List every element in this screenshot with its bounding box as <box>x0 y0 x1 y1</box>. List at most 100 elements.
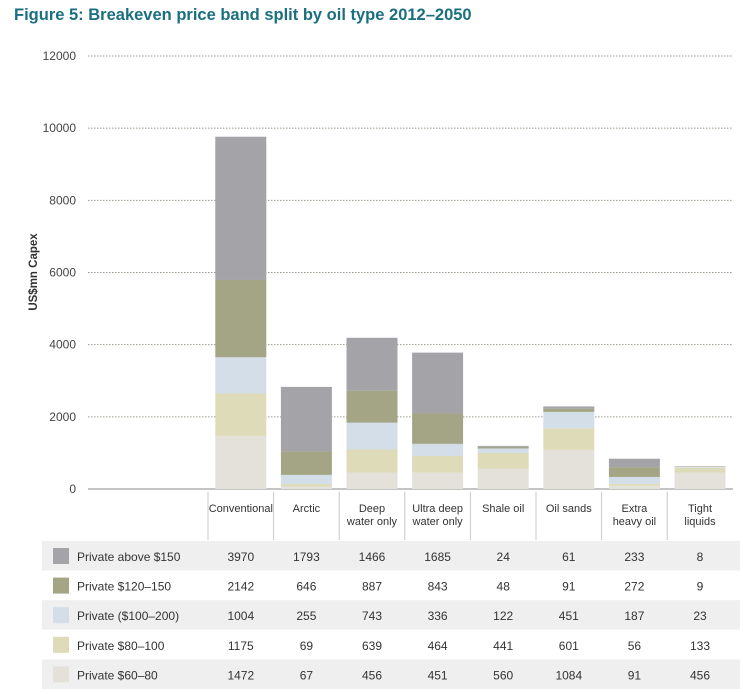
bar-segment <box>346 337 398 391</box>
table-cell-value: 1004 <box>227 609 254 623</box>
bars <box>215 136 726 489</box>
table-cell-value: 1793 <box>293 550 320 564</box>
bar-segment <box>215 393 267 436</box>
bar-segment <box>412 455 464 473</box>
table-cell-value: 24 <box>497 550 511 564</box>
table-cell-value: 8 <box>697 550 704 564</box>
x-category-label: Oil sands <box>546 503 592 515</box>
bar-segment <box>280 486 332 489</box>
table-row <box>42 629 740 660</box>
table-cell-value: 272 <box>624 580 644 594</box>
table-cell-value: 560 <box>493 668 513 682</box>
bar-segment <box>477 448 529 453</box>
table-cell-value: 336 <box>428 609 448 623</box>
table-cell-value: 451 <box>559 609 579 623</box>
chart-title: Figure 5: Breakeven price band split by … <box>14 6 472 24</box>
table-cell-value: 639 <box>362 639 382 653</box>
bar-segment <box>477 445 529 447</box>
table-cell-value: 456 <box>690 668 710 682</box>
bar-segment <box>412 472 464 489</box>
table-row <box>42 570 740 601</box>
table-cell-value: 67 <box>300 668 314 682</box>
table-cell-value: 601 <box>559 639 579 653</box>
table-cell-value: 122 <box>493 609 513 623</box>
legend-swatch <box>53 577 69 594</box>
y-axis-ticks: 0 2000 4000 6000 8000 10000 12000 <box>43 49 77 496</box>
bar-segment <box>215 357 267 394</box>
table-cell-value: 56 <box>628 639 642 653</box>
table-cell-value: 451 <box>428 668 448 682</box>
table-cell-value: 255 <box>296 609 316 623</box>
table-cell-value: 187 <box>624 609 644 623</box>
bar-segment <box>280 451 332 475</box>
bar-segment <box>412 352 464 414</box>
bar-segment <box>346 390 398 423</box>
table-cell-value: 133 <box>690 639 710 653</box>
bar-segment <box>346 422 398 450</box>
bar-segment <box>477 452 529 469</box>
bar-segment <box>608 485 660 489</box>
bar-segment <box>543 408 595 412</box>
table-cell-value: 456 <box>362 668 382 682</box>
table-cell-value: 69 <box>300 639 314 653</box>
bar-segment <box>215 279 267 358</box>
bar-segment <box>346 472 398 489</box>
y-tick-label: 12000 <box>43 49 77 63</box>
table-cell-value: 9 <box>697 580 704 594</box>
x-category-label: Extra heavy oil <box>613 503 656 528</box>
legend-swatch <box>53 666 69 683</box>
table-cell-value: 91 <box>562 580 576 594</box>
bar-segment <box>280 484 332 487</box>
y-tick-label: 8000 <box>49 193 76 207</box>
bar-segment <box>280 474 332 485</box>
table-row <box>42 541 740 571</box>
table-cell-value: 2142 <box>227 580 254 594</box>
table-cell-value: 1084 <box>555 668 582 682</box>
bar-segment <box>674 466 726 468</box>
table-cell-value: 1472 <box>227 668 254 682</box>
y-tick-label: 4000 <box>49 338 76 352</box>
bar-segment <box>674 472 726 489</box>
table-cell-value: 843 <box>428 580 448 594</box>
bar-segment <box>477 468 529 489</box>
bar-segment <box>346 449 398 473</box>
table-cell-value: 233 <box>624 550 644 564</box>
y-tick-label: 6000 <box>49 266 76 280</box>
legend-label: Private $80–100 <box>77 639 165 653</box>
legend-label: Private above $150 <box>77 550 181 564</box>
legend-swatch <box>53 636 69 653</box>
table-cell-value: 1685 <box>424 550 451 564</box>
bar-segment <box>215 435 267 489</box>
legend-swatch <box>53 548 69 564</box>
table-cell-value: 1466 <box>359 550 386 564</box>
bar-segment <box>412 413 464 444</box>
x-category-label: Tight liquids <box>684 503 716 528</box>
table-cell-value: 646 <box>296 580 316 594</box>
table-cell-value: 441 <box>493 639 513 653</box>
x-category-label: Deep water only <box>346 503 398 528</box>
bar-segment <box>543 411 595 429</box>
x-category-label: Ultra deep water only <box>412 503 464 528</box>
table-cell-value: 464 <box>428 639 448 653</box>
table-cell-value: 887 <box>362 580 382 594</box>
bar-segment <box>543 449 595 489</box>
table-row <box>42 600 740 630</box>
y-axis-label: US$mn Capex <box>28 233 40 311</box>
table-cell-value: 3970 <box>227 550 254 564</box>
x-category-label: Conventional <box>209 503 273 515</box>
bar-segment <box>477 446 529 449</box>
bar-segment <box>608 458 660 468</box>
table-cell-value: 23 <box>693 609 707 623</box>
y-tick-label: 0 <box>69 482 76 496</box>
x-category-label: Arctic <box>293 503 321 515</box>
table-cell-value: 1175 <box>228 639 254 653</box>
y-tick-label: 10000 <box>43 121 77 135</box>
gridlines <box>88 55 733 490</box>
bar-segment <box>608 467 660 477</box>
bar-segment <box>215 136 267 280</box>
legend-label: Private ($100–200) <box>77 609 179 623</box>
bar-segment <box>543 428 595 450</box>
table-cell-value: 91 <box>628 668 642 682</box>
x-category-label: Shale oil <box>482 503 524 515</box>
